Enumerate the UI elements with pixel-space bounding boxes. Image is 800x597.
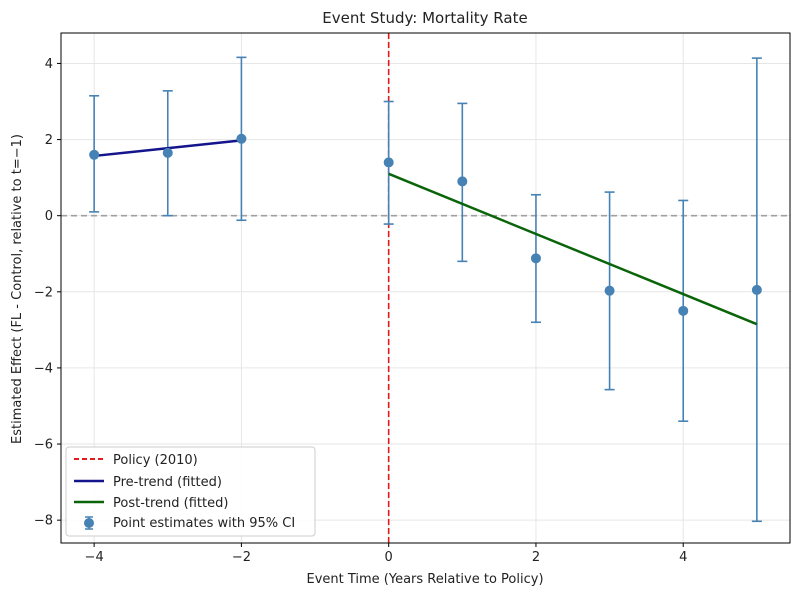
- point-estimate: [383, 157, 394, 168]
- y-tick-label: 2: [45, 133, 53, 148]
- x-tick-label: 2: [532, 550, 540, 565]
- legend-pre-trend-label: Pre-trend (fitted): [113, 475, 222, 490]
- y-tick-label: −6: [34, 438, 53, 453]
- x-axis-label: Event Time (Years Relative to Policy): [306, 572, 543, 587]
- x-tick-label: −2: [232, 550, 251, 565]
- y-tick-label: −8: [34, 514, 53, 529]
- y-tick-label: −2: [34, 285, 53, 300]
- x-tick-label: −4: [85, 550, 104, 565]
- point-estimate: [89, 149, 100, 160]
- legend: Policy (2010) Pre-trend (fitted) Post-tr…: [65, 446, 316, 537]
- point-estimate: [530, 253, 541, 264]
- x-tick-label: 0: [385, 550, 393, 565]
- legend-points-swatch: [84, 516, 94, 530]
- data-marks: [89, 56, 762, 523]
- legend-post-trend-label: Post-trend (fitted): [113, 496, 228, 511]
- legend-policy-label: Policy (2010): [113, 453, 198, 468]
- plot-area-frame: [60, 32, 791, 544]
- y-tick-label: 4: [45, 57, 53, 72]
- point-estimate: [751, 284, 762, 295]
- point-estimate: [457, 176, 468, 187]
- y-tick-label: 0: [45, 209, 53, 224]
- point-estimate: [236, 133, 247, 144]
- legend-points-marker: [84, 518, 94, 528]
- legend-points-label: Point estimates with 95% CI: [113, 516, 295, 531]
- chart-title: Event Study: Mortality Rate: [322, 9, 527, 27]
- post-trend-line: [388, 172, 758, 326]
- point-estimate: [604, 285, 615, 296]
- legend-box: [65, 446, 316, 537]
- y-tick-label: −4: [34, 361, 53, 376]
- point-estimate: [162, 147, 173, 158]
- axes: −4 −2 0 2 4 −8 −6 −4 −2 0 2 4: [34, 57, 688, 565]
- point-estimate: [678, 305, 689, 316]
- y-axis-label: Estimated Effect (FL - Control, relative…: [10, 134, 25, 444]
- x-tick-label: 4: [679, 550, 687, 565]
